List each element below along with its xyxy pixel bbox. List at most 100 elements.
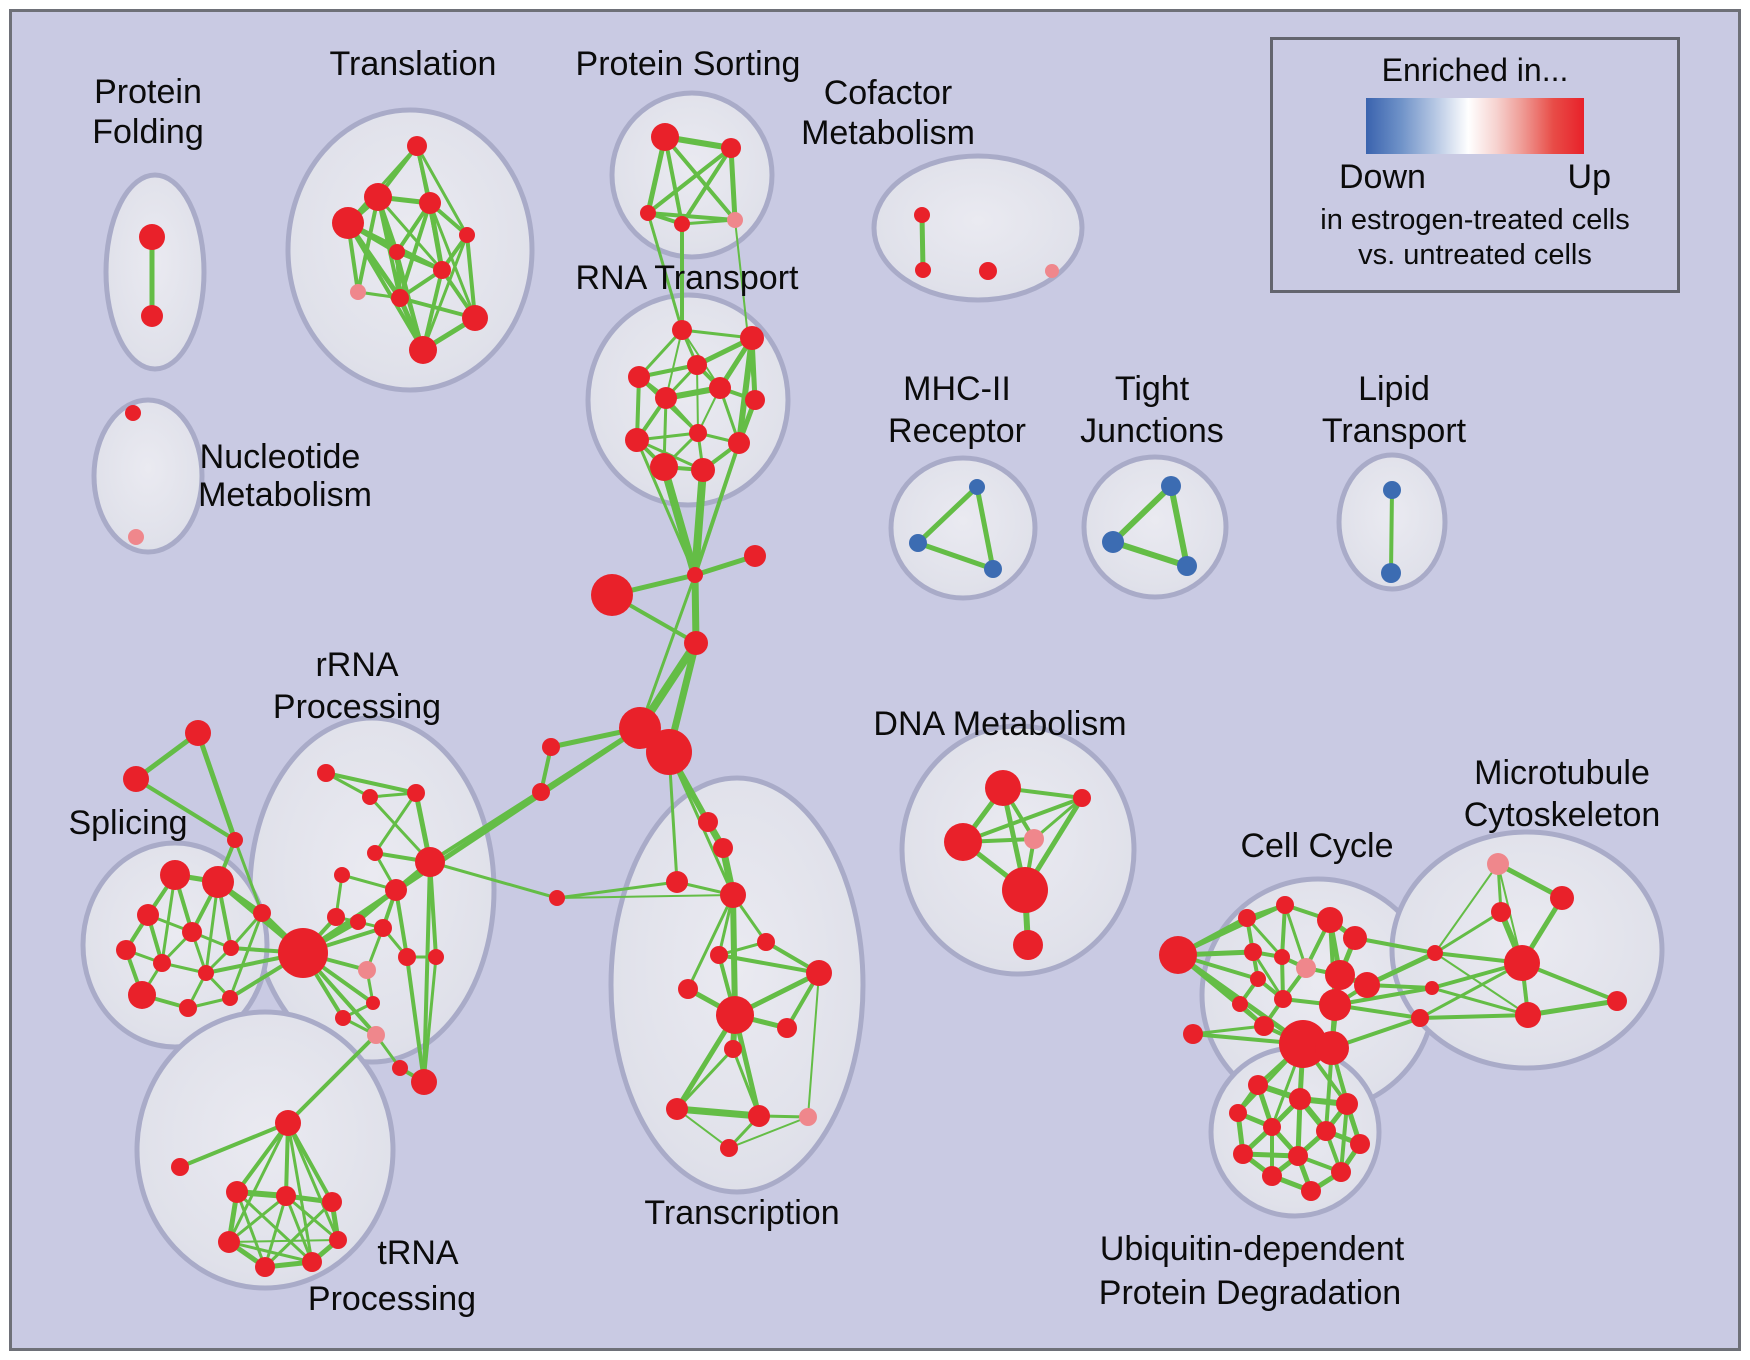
edge-cc5-mj1 <box>1353 936 1437 955</box>
node-tr15 <box>720 1139 738 1157</box>
legend-subtitle-line2: vs. untreated cells <box>1358 239 1592 271</box>
edge-rt12-m1 <box>691 466 707 579</box>
edge-tr0-rr5 <box>428 860 559 900</box>
edge-mj1-mc3 <box>1433 910 1503 955</box>
node-rr16 <box>366 996 380 1010</box>
cluster-label-trna-processing-line2: Processing <box>308 1280 476 1318</box>
legend-down-label: Down <box>1339 158 1426 196</box>
node-dm5 <box>1002 867 1048 913</box>
cluster-label-cofactor-metabolism-line2: Metabolism <box>801 114 975 152</box>
cluster-label-cofactor-metabolism-line1: Cofactor <box>824 74 953 112</box>
node-t11 <box>409 336 437 364</box>
cluster-nucleotide-metabolism <box>91 397 205 555</box>
node-mc2 <box>1550 886 1574 910</box>
node-sp12 <box>222 990 238 1006</box>
cluster-label-lipid-transport-line1: Lipid <box>1358 370 1430 408</box>
node-t1 <box>407 136 427 156</box>
edge-h4-h7 <box>228 1239 339 1243</box>
node-h7 <box>329 1231 347 1249</box>
node-rr17 <box>335 1010 351 1026</box>
node-th <box>275 1110 301 1136</box>
node-cc11 <box>1325 960 1355 990</box>
node-sp8 <box>153 954 171 972</box>
node-cm4 <box>1045 264 1059 278</box>
node-rr10 <box>374 919 392 937</box>
node-ub2 <box>1229 1104 1247 1122</box>
node-ub12 <box>1301 1181 1321 1201</box>
edge-dm2-dm4 <box>1032 796 1084 841</box>
edge-rr18-th <box>286 1033 378 1125</box>
node-sp2 <box>202 866 234 898</box>
edge-cc3-cc8 <box>1283 903 1308 970</box>
cluster-label-rrna-processing-line1: rRNA <box>315 646 398 684</box>
node-rr19 <box>392 1060 408 1076</box>
node-ub5 <box>1263 1118 1281 1136</box>
node-ccb1 <box>1279 1020 1327 1068</box>
node-tj2 <box>1102 531 1124 553</box>
node-rt6 <box>655 387 677 409</box>
node-cc8 <box>1296 958 1316 978</box>
node-ub11 <box>1331 1162 1351 1182</box>
node-mc3 <box>1491 902 1511 922</box>
node-sp9 <box>198 965 214 981</box>
edge-sp4-sp12 <box>228 911 264 1000</box>
edge-m1-m5 <box>638 573 697 730</box>
node-cc15 <box>1319 989 1351 1021</box>
node-rr20 <box>411 1069 437 1095</box>
node-t7 <box>433 261 451 279</box>
node-tr2 <box>713 838 733 858</box>
edge-t4-t7 <box>427 200 445 273</box>
node-h3 <box>322 1192 342 1212</box>
edge-lt1-lt2 <box>1389 488 1394 575</box>
edge-t5-t11 <box>421 233 469 352</box>
node-rt9 <box>625 428 649 452</box>
node-t4 <box>419 192 441 214</box>
edge-spC-sp4 <box>233 838 264 915</box>
edge-spA-spC <box>195 730 238 843</box>
node-m3 <box>591 574 633 616</box>
edge-h2-h4 <box>227 1194 288 1244</box>
node-ccb2 <box>1315 1031 1349 1065</box>
nodes <box>116 123 1627 1277</box>
edge-th-ti <box>178 1121 290 1169</box>
cluster-label-translation-line1: Translation <box>330 45 497 83</box>
node-mj3 <box>1411 1009 1429 1027</box>
node-rt12 <box>691 458 715 482</box>
cluster-label-nucleotide-metabolism-line1: Nucleotide <box>200 438 361 476</box>
node-tr0 <box>549 890 565 906</box>
node-cm3 <box>979 262 997 280</box>
legend-box: Enriched in... Down Up in estrogen-treat… <box>1270 37 1680 293</box>
node-rr9 <box>350 914 366 930</box>
node-dm3 <box>944 823 982 861</box>
node-tr13 <box>748 1105 770 1127</box>
node-rt7 <box>745 390 765 410</box>
node-mc6 <box>1607 991 1627 1011</box>
node-rt3 <box>687 355 707 375</box>
cluster-label-transcription-line1: Transcription <box>644 1194 839 1232</box>
node-sp1 <box>160 860 190 890</box>
node-cc2 <box>1238 909 1256 927</box>
node-m4 <box>684 631 708 655</box>
cluster-label-rna-transport-line1: RNA Transport <box>576 259 800 297</box>
node-ps3 <box>640 205 656 221</box>
node-tr4 <box>720 882 746 908</box>
edge-cc15-mj2 <box>1333 986 1434 1007</box>
cluster-label-protein-folding-line1: Protein <box>94 73 202 111</box>
edge-tj1-tj2 <box>1110 483 1174 545</box>
edge-ps3-ps5 <box>646 211 737 222</box>
edge-rr12-rr20 <box>422 955 438 1084</box>
node-cc7 <box>1274 949 1290 965</box>
node-tr12 <box>666 1098 688 1120</box>
node-h4 <box>218 1231 240 1253</box>
cluster-label-ubiquitin-degradation-line1: Ubiquitin-dependent <box>1100 1230 1405 1268</box>
edge-rr5-rr20 <box>422 860 432 1084</box>
node-nm1 <box>125 405 141 421</box>
cluster-label-splicing-line1: Splicing <box>68 804 187 842</box>
cluster-label-microtubule-cytoskeleton-line2: Cytoskeleton <box>1464 796 1661 834</box>
cluster-label-protein-sorting-line1: Protein Sorting <box>576 45 801 83</box>
node-rt11 <box>650 453 678 481</box>
edge-tr11-tr12 <box>675 1047 735 1111</box>
node-cm2 <box>915 262 931 278</box>
node-ub3 <box>1289 1088 1311 1110</box>
node-rr18 <box>367 1026 385 1044</box>
